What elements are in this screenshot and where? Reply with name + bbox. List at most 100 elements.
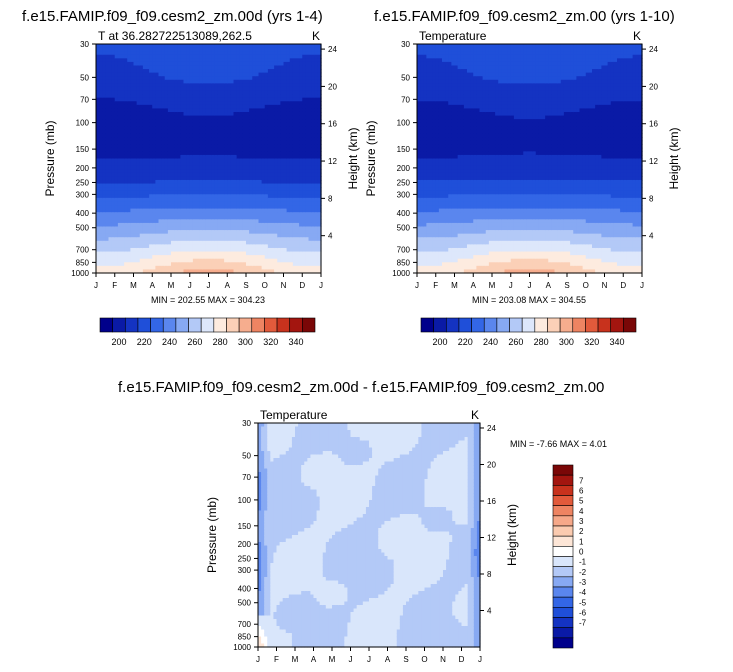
field-cell: [142, 255, 147, 260]
field-cell: [171, 115, 175, 120]
field-cell: [136, 237, 141, 242]
field-cell: [130, 119, 135, 124]
field-cell: [286, 251, 291, 256]
field-cell: [246, 101, 250, 106]
field-cell: [186, 151, 191, 156]
field-cell: [286, 51, 291, 56]
field-cell: [230, 147, 235, 152]
field-cell: [289, 187, 294, 192]
field-cell: [189, 190, 194, 195]
field-cell: [255, 137, 260, 142]
field-cell: [233, 179, 238, 185]
field-cell: [274, 154, 278, 160]
field-cell: [296, 119, 300, 124]
field-cell: [271, 194, 275, 199]
field-cell: [227, 222, 231, 228]
field-cell: [271, 151, 275, 156]
field-cell: [161, 265, 166, 271]
field-cell: [277, 172, 281, 177]
field-cell: [261, 262, 266, 267]
field-cell: [177, 58, 181, 63]
field-cell: [280, 212, 285, 217]
field-cell: [258, 76, 263, 81]
field-cell: [252, 187, 256, 192]
field-cell: [264, 104, 269, 110]
field-cell: [302, 265, 306, 271]
field-cell: [121, 255, 125, 260]
field-cell: [171, 126, 175, 131]
field-cell: [208, 179, 213, 185]
field-cell: [230, 172, 235, 177]
field-cell: [280, 194, 285, 199]
field-cell: [211, 83, 216, 88]
field-cell: [177, 47, 181, 52]
field-cell: [211, 251, 216, 256]
field-cell: [274, 137, 278, 142]
field-cell: [236, 144, 241, 149]
field-cell: [261, 154, 266, 160]
field-cell: [205, 165, 210, 170]
field-cell: [186, 262, 191, 267]
field-cell: [227, 137, 231, 142]
field-cell: [217, 154, 222, 160]
field-cell: [99, 90, 103, 95]
field-cell: [299, 154, 303, 160]
field-cell: [99, 147, 103, 152]
field-cell: [261, 219, 266, 224]
field-cell: [186, 219, 191, 224]
field-cell: [233, 201, 238, 206]
field-cell: [114, 47, 119, 52]
field-cell: [286, 65, 291, 70]
field-cell: [180, 129, 185, 135]
field-cell: [189, 111, 194, 117]
field-cell: [255, 101, 260, 106]
field-cell: [108, 44, 113, 49]
field-cell: [102, 108, 106, 113]
field-cell: [152, 230, 156, 235]
field-cell: [186, 244, 191, 249]
field-cell: [158, 169, 163, 174]
field-cell: [242, 226, 247, 231]
field-cell: [211, 111, 216, 117]
field-cell: [114, 269, 119, 274]
field-cell: [239, 222, 244, 228]
field-cell: [142, 162, 147, 167]
field-cell: [261, 72, 266, 77]
field-cell: [146, 54, 150, 59]
field-cell: [217, 129, 222, 135]
field-cell: [186, 111, 191, 117]
field-cell: [267, 90, 272, 95]
field-cell: [142, 86, 147, 92]
field-cell: [117, 244, 122, 249]
field-cell: [146, 226, 150, 231]
field-cell: [136, 154, 141, 160]
field-cell: [111, 226, 116, 231]
field-cell: [205, 122, 210, 127]
field-cell: [264, 247, 269, 253]
field-cell: [271, 255, 275, 260]
field-cell: [289, 179, 294, 185]
field-cell: [221, 212, 225, 217]
field-cell: [217, 247, 222, 253]
field-cell: [149, 194, 153, 199]
field-cell: [233, 197, 238, 203]
field-cell: [246, 179, 250, 185]
field-cell: [152, 205, 156, 210]
field-cell: [124, 86, 128, 92]
field-cell: [171, 176, 175, 181]
field-cell: [217, 86, 222, 92]
field-cell: [286, 258, 291, 263]
field-cell: [186, 65, 191, 70]
field-cell: [267, 79, 272, 84]
field-cell: [305, 86, 310, 92]
field-cell: [133, 65, 138, 70]
field-cell: [289, 111, 294, 117]
field-cell: [202, 65, 206, 70]
field-cell: [267, 122, 272, 127]
field-cell: [117, 219, 122, 224]
field-cell: [283, 179, 288, 185]
field-cell: [242, 190, 247, 195]
field-cell: [227, 51, 231, 56]
field-cell: [149, 94, 153, 99]
field-cell: [167, 115, 172, 120]
